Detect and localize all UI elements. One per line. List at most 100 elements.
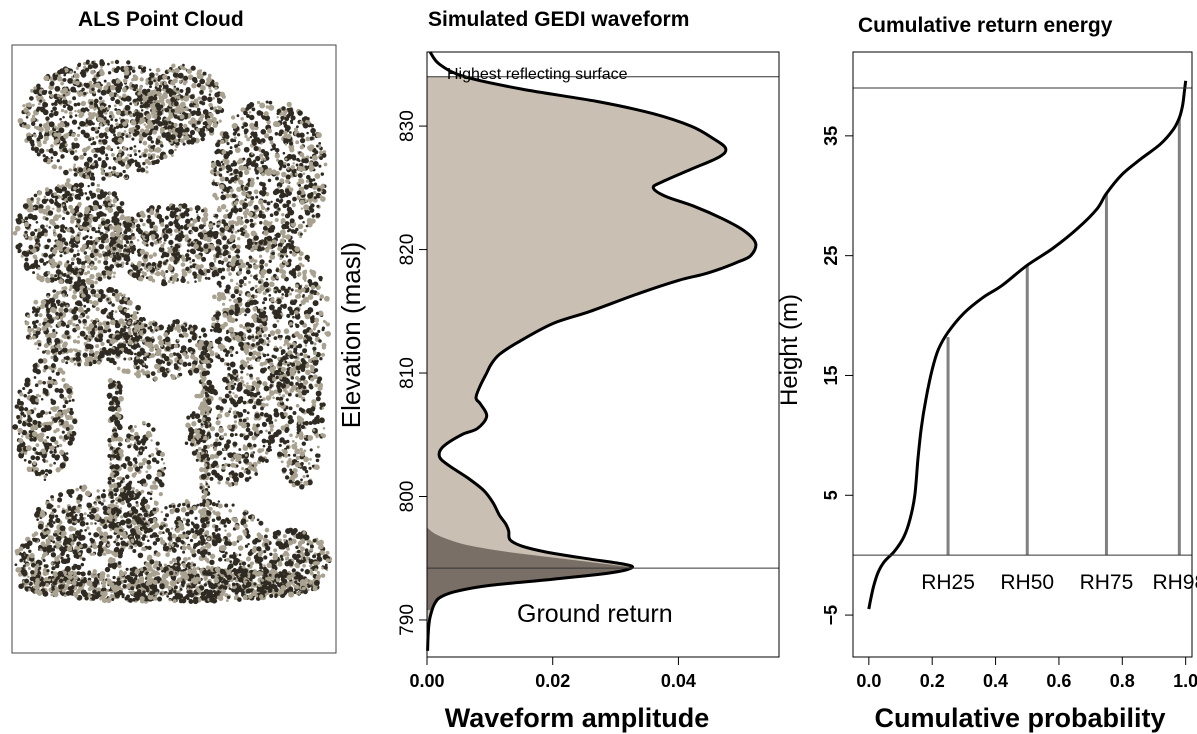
point-cloud-dot [97, 333, 104, 339]
point-cloud-dot [60, 108, 65, 113]
point-cloud-dot [208, 127, 214, 134]
point-cloud-dot [43, 474, 47, 479]
point-cloud-dot [299, 235, 303, 239]
point-cloud-dot [89, 349, 94, 354]
point-cloud-dot [200, 127, 206, 133]
point-cloud-dot [271, 239, 278, 246]
point-cloud-dot [235, 351, 239, 355]
point-cloud-dot [69, 219, 75, 224]
point-cloud-dot [170, 108, 175, 113]
point-cloud-dot [113, 214, 118, 219]
point-cloud-dot [76, 133, 81, 138]
point-cloud-dot [310, 127, 316, 134]
point-cloud-dot [52, 215, 59, 222]
point-cloud-dot [65, 427, 70, 431]
point-cloud-dot [196, 254, 202, 260]
point-cloud-dot [82, 236, 87, 241]
point-cloud-dot [42, 99, 46, 102]
point-cloud-dot [181, 63, 185, 67]
point-cloud-dot [127, 307, 130, 311]
point-cloud-dot [242, 326, 246, 330]
point-cloud-dot [309, 156, 313, 159]
point-cloud-dot [320, 184, 325, 189]
point-cloud-dot [73, 207, 80, 214]
point-cloud-dot [164, 121, 168, 125]
point-cloud-dot [94, 165, 99, 169]
point-cloud-dot [318, 275, 323, 281]
point-cloud-dot [298, 214, 303, 220]
point-cloud-dot [22, 104, 26, 108]
point-cloud-dot [123, 293, 126, 297]
point-cloud-dot [308, 144, 315, 150]
point-cloud-dot [164, 224, 169, 229]
point-cloud-dot [24, 235, 28, 239]
point-cloud-dot [155, 350, 162, 357]
point-cloud-dot [191, 110, 197, 115]
point-cloud-dot [29, 96, 33, 100]
point-cloud-dot [41, 411, 45, 415]
point-cloud-dot [242, 408, 247, 413]
point-cloud-dot [58, 145, 63, 150]
point-cloud-dot [192, 218, 198, 224]
point-cloud-dot [242, 263, 246, 268]
point-cloud-dot [262, 421, 267, 427]
point-cloud-dot [284, 341, 288, 345]
point-cloud-dot [194, 280, 197, 283]
point-cloud-dot [277, 314, 283, 320]
point-cloud-dot [21, 421, 27, 427]
point-cloud-dot [105, 321, 110, 325]
point-cloud-dot [73, 73, 80, 79]
point-cloud-dot [31, 114, 36, 118]
point-cloud-dot [265, 429, 268, 433]
point-cloud-dot [254, 246, 258, 250]
point-cloud-dot [96, 183, 100, 188]
point-cloud-dot [157, 263, 162, 268]
point-cloud-dot [203, 243, 209, 249]
point-cloud-dot [125, 95, 132, 102]
point-cloud-dot [195, 210, 199, 214]
point-cloud-dot [214, 213, 219, 218]
point-cloud-dot [115, 351, 121, 357]
point-cloud-dot [263, 306, 267, 310]
point-cloud-dot [88, 190, 93, 195]
point-cloud-dot [96, 211, 101, 217]
point-cloud-dot [315, 322, 319, 326]
point-cloud-dot [312, 178, 316, 182]
point-cloud-dot [139, 118, 145, 124]
point-cloud-dot [179, 225, 184, 230]
point-cloud-dot [246, 137, 251, 142]
point-cloud-dot [155, 159, 160, 164]
point-cloud-dot [32, 330, 37, 335]
point-cloud-dot [181, 326, 185, 331]
point-cloud-dot [43, 252, 49, 258]
point-cloud-dot [42, 140, 47, 145]
point-cloud-dot [254, 284, 258, 288]
point-cloud-dot [133, 329, 138, 333]
point-cloud-dot [21, 429, 28, 436]
point-cloud-dot [103, 260, 109, 266]
point-cloud-dot [273, 389, 278, 394]
point-cloud-dot [109, 254, 114, 259]
point-cloud-dot [266, 128, 273, 134]
point-cloud-dot [59, 302, 64, 308]
point-cloud-dot [118, 318, 125, 325]
point-cloud-dot [277, 289, 282, 294]
point-cloud-dot [113, 254, 117, 258]
point-cloud-dot [306, 117, 310, 121]
point-cloud-dot [262, 326, 268, 332]
point-cloud-dot [149, 355, 153, 359]
point-cloud-dot [186, 415, 191, 420]
point-cloud-dot [168, 352, 174, 358]
point-cloud-dot [294, 246, 301, 252]
point-cloud-dot [274, 148, 280, 153]
point-cloud-dot [149, 103, 155, 109]
point-cloud-dot [61, 370, 66, 375]
point-cloud-dot [187, 113, 192, 117]
point-cloud-dot [172, 246, 179, 253]
point-cloud-dot [48, 226, 52, 229]
point-cloud-dot [105, 294, 108, 298]
point-cloud-dot [68, 399, 72, 403]
point-cloud-dot [297, 271, 302, 277]
point-cloud-dot [282, 248, 288, 254]
point-cloud-dot [88, 137, 92, 142]
